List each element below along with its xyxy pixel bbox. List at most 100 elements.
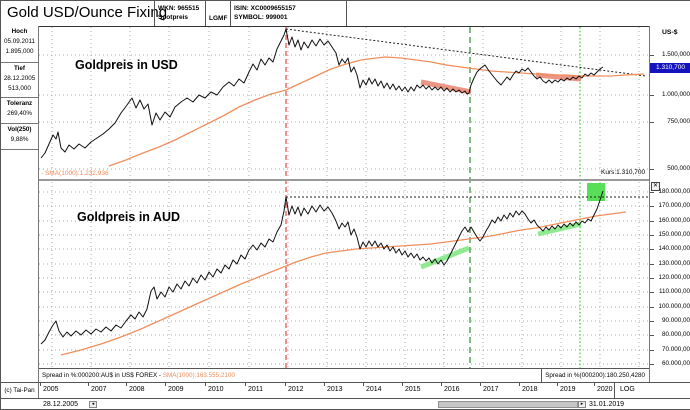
axis-tick-label: 500,000 (667, 165, 690, 172)
year-tick (88, 383, 89, 386)
axis-tick-mark (650, 235, 654, 236)
axis-tick-mark (650, 95, 654, 96)
wkn-cell: WKN: 965515 Spotpreis (154, 1, 205, 26)
year-tick (205, 383, 206, 386)
price-line-aud (40, 190, 604, 345)
year-tick (363, 383, 364, 386)
sma-line-usd (108, 56, 645, 167)
panel-title-aud: Goldpreis in AUD (77, 210, 181, 224)
stat-box: Vol(250) 9,88% (1, 124, 38, 150)
scrollbar-row: 28.12.2005 ◂ ▸ 31.01.2019 (1, 398, 690, 409)
spread-formula-text: Spread in %:000200:AU$ in US$ FOREX - (42, 372, 163, 379)
axis-tick-label: 100.000,00 (658, 303, 690, 310)
axis-tick-label: 750,000 (667, 118, 690, 125)
year-label: 2016 (444, 386, 460, 393)
close-icon[interactable]: ✕ (651, 182, 660, 191)
scrollbar-thumb[interactable] (438, 401, 578, 408)
spread-row-divider (541, 369, 542, 383)
price-line-usd (40, 28, 604, 159)
spread-sma-value: SMA(1000):163.555,2100 (162, 372, 235, 379)
year-label: 2007 (91, 386, 107, 393)
year-tick (126, 383, 127, 386)
log-scale-toggle[interactable]: LOG (620, 386, 635, 393)
stat-box: Tief 28.12.2005 513,000 (1, 63, 38, 98)
isin-cell: ISIN: XC0009655157 SYMBOL: 999001 (230, 1, 346, 26)
spread-formula-label: Spread in %:000200:AU$ in US$ FOREX - SM… (42, 372, 235, 379)
panel-title-usd: Goldpreis in USD (75, 58, 178, 72)
year-tick (480, 383, 481, 386)
trend-segment (420, 79, 472, 95)
price-axis: US-$ 1.310,700 ✕ 1.500,000 1.000,000 750,0… (649, 26, 690, 409)
year-label: 2020 (597, 386, 613, 393)
axis-tick-label: 90.000,00 (661, 317, 690, 324)
axis-tick-label: 170.000,00 (658, 202, 690, 209)
sidebar-stats: Hoch 05.09.2011 1.895,000 Tief 28.12.2005 513… (1, 26, 39, 409)
axis-tick-label: 160.000,00 (658, 217, 690, 224)
scroll-left-button[interactable]: ◂ (89, 401, 97, 408)
spread-current-value: Spread in %(000200):180.250,4280 (545, 372, 645, 379)
descending-trendline (285, 28, 647, 77)
year-label: 2011 (248, 386, 264, 393)
year-label: 2008 (129, 386, 145, 393)
axis-tick-mark (650, 292, 654, 293)
year-label: 2019 (560, 386, 576, 393)
year-label: 2014 (366, 386, 382, 393)
axis-tick-mark (650, 206, 654, 207)
chart-plot-area[interactable] (39, 26, 649, 368)
axis-tick-mark (650, 321, 654, 322)
axis-tick-mark (650, 55, 654, 56)
year-label: 2010 (208, 386, 224, 393)
start-date-label: 28.12.2005 (43, 401, 79, 408)
spread-status-row: Spread in %:000200:AU$ in US$ FOREX - SM… (39, 368, 649, 383)
year-tick (594, 383, 595, 386)
axis-tick-label: 60.000,00 (661, 360, 690, 367)
axis-tick-mark (650, 278, 654, 279)
year-tick (245, 383, 246, 386)
year-tick (324, 383, 325, 386)
axis-tick-mark (650, 122, 654, 123)
axis-tick-label: 110.000,00 (658, 288, 690, 295)
wkn-label: WKN: 965515 (158, 5, 200, 12)
axis-tick-mark (650, 264, 654, 265)
stat-box: Toleranz 269,40% (1, 98, 38, 124)
sma-usd-label: - SMA(1000):1.232,936 (41, 170, 109, 177)
axis-tick-label: 70.000,00 (661, 346, 690, 353)
axis-tick-label: 1.500,000 (661, 51, 690, 58)
panel-divider[interactable] (39, 179, 690, 181)
kurs-label: Kurs:1.310,700 (601, 169, 646, 176)
axis-tick-mark (650, 335, 654, 336)
year-tick (165, 383, 166, 386)
axis-tick-mark (650, 307, 654, 308)
lgmf-label: LGMF (209, 15, 228, 22)
lgmf-cell: LGMF (205, 1, 230, 26)
year-tick (285, 383, 286, 386)
spotpreis-label: Spotpreis (158, 14, 188, 21)
year-label: 2017 (483, 386, 499, 393)
axis-tick-label: 1.000,000 (661, 91, 690, 98)
year-label: 2013 (327, 386, 343, 393)
sma-line-aud (60, 211, 627, 356)
axis-tick-label: 80.000,00 (661, 331, 690, 338)
axis-tick-mark (650, 169, 654, 170)
year-tick (519, 383, 520, 386)
axis-tick-mark (650, 192, 654, 193)
scroll-right-button[interactable]: ▸ (578, 401, 586, 408)
axis-tick-mark (650, 350, 654, 351)
year-label: 2009 (168, 386, 184, 393)
year-tick (557, 383, 558, 386)
year-label: 2015 (405, 386, 421, 393)
axis-tick-label: 120.000,00 (658, 274, 690, 281)
isin-label: ISIN: XC0009655157 (234, 5, 296, 12)
year-label: 2018 (522, 386, 538, 393)
axis-tick-label: 140.000,00 (658, 245, 690, 252)
axis-tick-mark (650, 364, 654, 365)
instrument-title: Gold USD/Ounce Fixing (7, 4, 168, 21)
copyright-label: (c) Tai-Pan (1, 383, 39, 399)
current-price-tag: 1.310,700 (650, 63, 690, 73)
log-cell-divider (614, 383, 615, 399)
axis-tick-label: 130.000,00 (658, 260, 690, 267)
year-tick (441, 383, 442, 386)
axis-currency-label: US-$ (662, 29, 678, 36)
axis-tick-mark (650, 221, 654, 222)
